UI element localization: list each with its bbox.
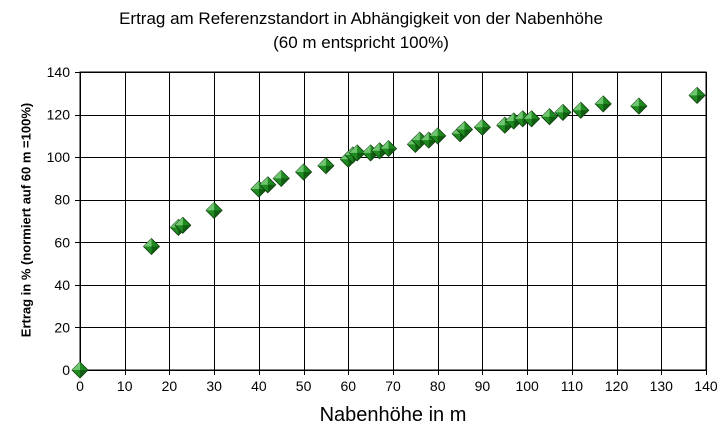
data-point [259, 176, 277, 194]
y-tick-label: 0 [62, 362, 70, 378]
data-points [71, 86, 706, 379]
chart-title: Ertrag am Referenzstandort in Abhängigke… [119, 9, 603, 28]
data-point [455, 120, 474, 139]
chart-subtitle: (60 m entspricht 100%) [273, 33, 449, 52]
data-point [514, 110, 532, 128]
x-tick-label: 20 [162, 378, 178, 394]
x-tick-label: 80 [430, 378, 446, 394]
y-tick-label: 40 [54, 277, 70, 293]
x-tick-label: 40 [251, 378, 267, 394]
x-tick-label: 140 [694, 378, 718, 394]
tick-labels: 0 10 20 30 40 50 60 70 80 90 100 110 120 130 140 0 20 40 6… [47, 64, 718, 394]
x-tick-label: 70 [385, 378, 401, 394]
data-point [142, 237, 161, 256]
data-point [71, 361, 89, 379]
data-point [429, 127, 447, 145]
data-point [348, 144, 366, 162]
x-tick-label: 120 [605, 378, 629, 394]
x-tick-label: 10 [117, 378, 133, 394]
x-tick-label: 110 [561, 378, 584, 394]
x-tick-label: 60 [340, 378, 356, 394]
data-point [473, 118, 491, 136]
y-tick-label: 20 [54, 319, 70, 335]
data-point [572, 101, 590, 119]
x-tick-label: 90 [475, 378, 491, 394]
data-point [554, 103, 572, 121]
data-point [523, 110, 541, 128]
x-tick-label: 50 [296, 378, 312, 394]
y-tick-label: 60 [54, 234, 70, 250]
data-point [630, 97, 648, 115]
data-point [272, 169, 290, 187]
x-tick-label: 100 [515, 378, 539, 394]
data-point [411, 131, 429, 149]
y-tick-label: 100 [47, 149, 71, 165]
y-tick-label: 140 [47, 64, 71, 80]
data-point [540, 108, 559, 126]
x-tick-label: 130 [650, 378, 674, 394]
y-tick-label: 80 [54, 192, 70, 208]
x-tick-label: 30 [206, 378, 222, 394]
data-point [205, 201, 223, 219]
data-point [688, 86, 706, 104]
x-axis-label: Nabenhöhe in m [319, 404, 467, 426]
data-point [594, 95, 612, 113]
data-point [379, 140, 398, 158]
data-point [317, 157, 335, 175]
x-tick-label: 0 [76, 378, 84, 394]
grid [75, 71, 707, 375]
data-point [174, 216, 192, 234]
y-tick-label: 120 [47, 107, 71, 123]
data-point [295, 163, 313, 181]
